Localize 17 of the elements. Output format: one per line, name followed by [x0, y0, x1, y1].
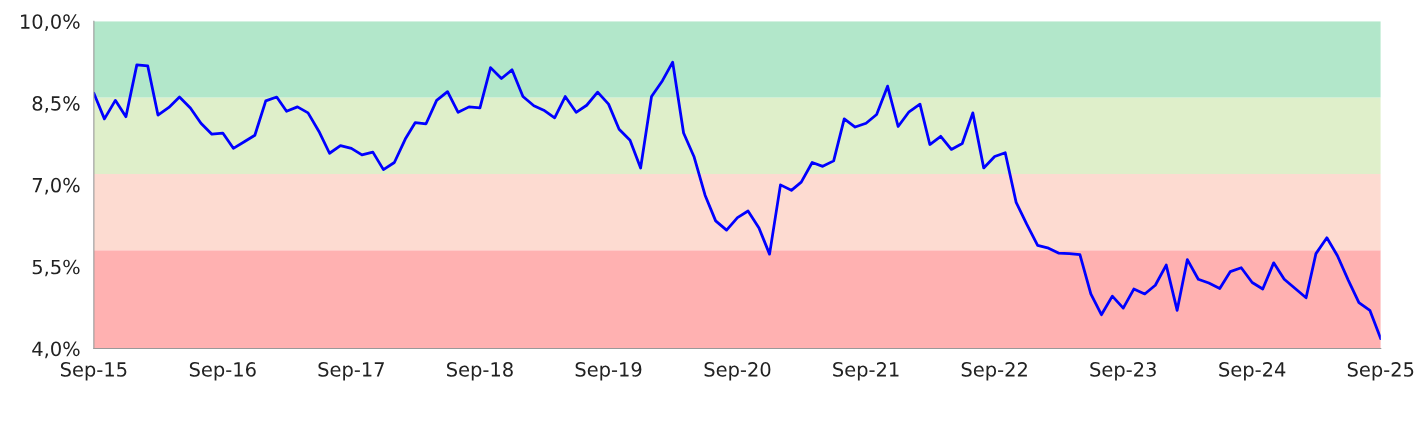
x-tick-label: Sep-25: [1347, 362, 1414, 381]
x-tick-label: Sep-19: [575, 362, 642, 381]
x-tick-label: Sep-23: [1090, 362, 1156, 381]
x-tick-label: Sep-17: [318, 362, 384, 381]
x-tick-label: Sep-16: [189, 362, 256, 381]
line-series: [93, 60, 1381, 341]
x-tick-label: Sep-22: [961, 362, 1027, 381]
x-tick-label: Sep-15: [60, 362, 127, 381]
x-tick-label: Sep-20: [704, 362, 771, 381]
y-tick-label: 10,0%: [21, 14, 80, 31]
y-tick-label: 7,0%: [32, 177, 80, 195]
x-tick-label: Sep-18: [447, 362, 513, 381]
y-tick-label: 4,0%: [32, 341, 80, 359]
x-tick-label: Sep-24: [1219, 362, 1286, 381]
y-tick-label: 8,5%: [32, 96, 80, 113]
y-tick-label: 5,5%: [32, 259, 80, 277]
x-tick-label: Sep-21: [833, 362, 899, 381]
